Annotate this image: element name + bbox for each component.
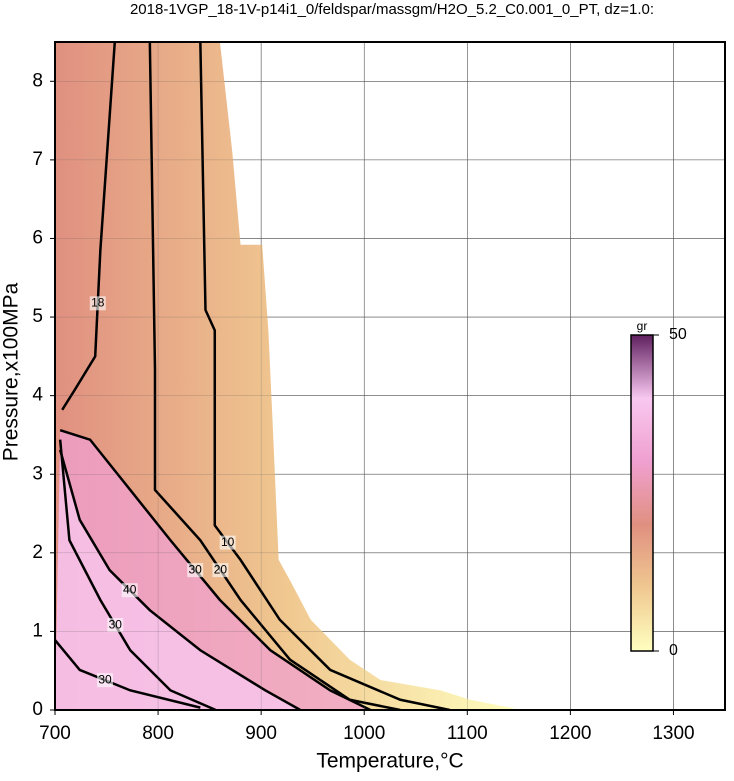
y-tick-label: 2	[32, 542, 43, 563]
axes-frame	[54, 41, 726, 711]
contour-label-bg	[121, 583, 138, 598]
contour-label: 10	[221, 535, 235, 549]
colorbar-tick-label: 0	[669, 642, 678, 659]
chart-title: 2018-1VGP_18-1V-p14i1_0/feldspar/massgm/…	[130, 1, 654, 18]
contour-label-bg	[107, 618, 124, 633]
y-tick-label: 3	[32, 463, 43, 484]
contour-label-bg	[212, 563, 229, 578]
y-tick-label: 4	[32, 385, 43, 406]
contour-label: 18	[91, 295, 105, 309]
colorbar-tick-label: 50	[669, 326, 687, 343]
x-axis-label: Temperature,°C	[316, 750, 463, 773]
colorbar-label: gr	[637, 319, 648, 333]
contour-label-bg	[187, 563, 204, 578]
contour-label: 30	[189, 562, 203, 576]
contour-zone	[55, 449, 301, 710]
axes: 700 800 900 1000 1100 1200 1300 0 1 2 3 4 5 6 7 8 gr 0 50	[32, 41, 726, 744]
x-tick-label: 1300	[652, 723, 694, 744]
y-tick-label: 7	[32, 149, 43, 170]
y-tick-label: 6	[32, 227, 43, 248]
x-tick-label: 1100	[447, 723, 488, 744]
contour-line	[58, 449, 301, 710]
contour-label-bg	[96, 673, 113, 688]
y-axis-label: Pressure,x100MPa	[0, 282, 23, 461]
x-tick-label: 900	[245, 723, 277, 744]
contour-line	[61, 42, 117, 411]
y-tick-label: 1	[32, 620, 43, 641]
x-tick-label: 800	[142, 723, 174, 744]
y-tick-label: 5	[32, 306, 43, 327]
contour-label-bg	[89, 296, 106, 311]
colorbar	[630, 334, 654, 652]
x-tick-label: 1200	[549, 723, 591, 744]
contour-label: 30	[98, 672, 112, 686]
plot-area: 18 20 10 30 40 30 30	[55, 42, 725, 710]
x-tick-label: 1000	[343, 723, 385, 744]
y-tick-label: 8	[32, 70, 43, 91]
contour-label: 30	[109, 617, 123, 631]
contour-line	[199, 42, 451, 710]
contour-label: 20	[214, 562, 228, 576]
y-tick-label: 0	[32, 699, 43, 720]
contour-label-bg	[219, 535, 236, 550]
x-tick-label: 700	[39, 723, 71, 744]
contour-label: 40	[123, 582, 137, 596]
